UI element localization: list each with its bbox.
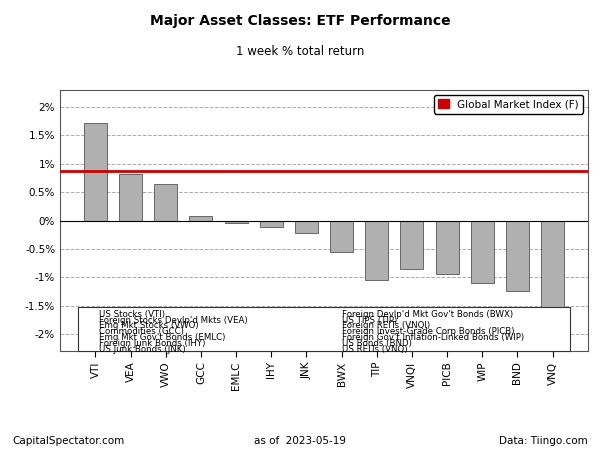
Text: Foreign REITs (VNQI): Foreign REITs (VNQI) [341,321,430,330]
Text: Data: Tiingo.com: Data: Tiingo.com [499,436,588,446]
Bar [330,220,353,252]
Text: Emg Mkt Gov't Bonds (EMLC): Emg Mkt Gov't Bonds (EMLC) [99,333,226,342]
Bar [78,307,570,351]
Text: Foreign Junk Bonds (IHY): Foreign Junk Bonds (IHY) [99,339,205,348]
Bar [295,220,318,233]
Text: Foreign Gov't Inflation-Linked Bonds (WIP): Foreign Gov't Inflation-Linked Bonds (WI… [341,333,524,342]
Bar [436,220,458,274]
Bar [84,123,107,220]
Text: US REITs (VNQ): US REITs (VNQ) [341,345,407,354]
Text: 1 week % total return: 1 week % total return [236,45,364,58]
Bar [224,220,248,223]
Bar [400,220,424,269]
Text: Foreign Devlp'd Mkt Gov't Bonds (BWX): Foreign Devlp'd Mkt Gov't Bonds (BWX) [341,310,513,319]
Bar [119,174,142,220]
Bar [471,220,494,283]
Bar [190,216,212,220]
Text: Major Asset Classes: ETF Performance: Major Asset Classes: ETF Performance [149,14,451,27]
Text: CapitalSpectator.com: CapitalSpectator.com [12,436,124,446]
Text: Emg Mkt Stocks (VWO): Emg Mkt Stocks (VWO) [99,321,199,330]
Text: Foreign Stocks Devlp'd Mkts (VEA): Foreign Stocks Devlp'd Mkts (VEA) [99,315,248,324]
Text: as of  2023-05-19: as of 2023-05-19 [254,436,346,446]
Bar [506,220,529,292]
Bar [260,220,283,227]
Bar [365,220,388,280]
Bar [541,220,564,334]
Text: US Junk Bonds (JNK): US Junk Bonds (JNK) [99,345,185,354]
Text: Commodities (GCC): Commodities (GCC) [99,328,184,337]
Text: US Bonds (BND): US Bonds (BND) [341,339,412,348]
Bar [154,184,177,220]
Legend: Global Market Index (F): Global Market Index (F) [434,95,583,113]
Text: US Stocks (VTI): US Stocks (VTI) [99,310,165,319]
Text: Foreign Invest-Grade Corp Bonds (PICB): Foreign Invest-Grade Corp Bonds (PICB) [341,328,514,337]
Text: US TIPS (TIP): US TIPS (TIP) [341,315,397,324]
